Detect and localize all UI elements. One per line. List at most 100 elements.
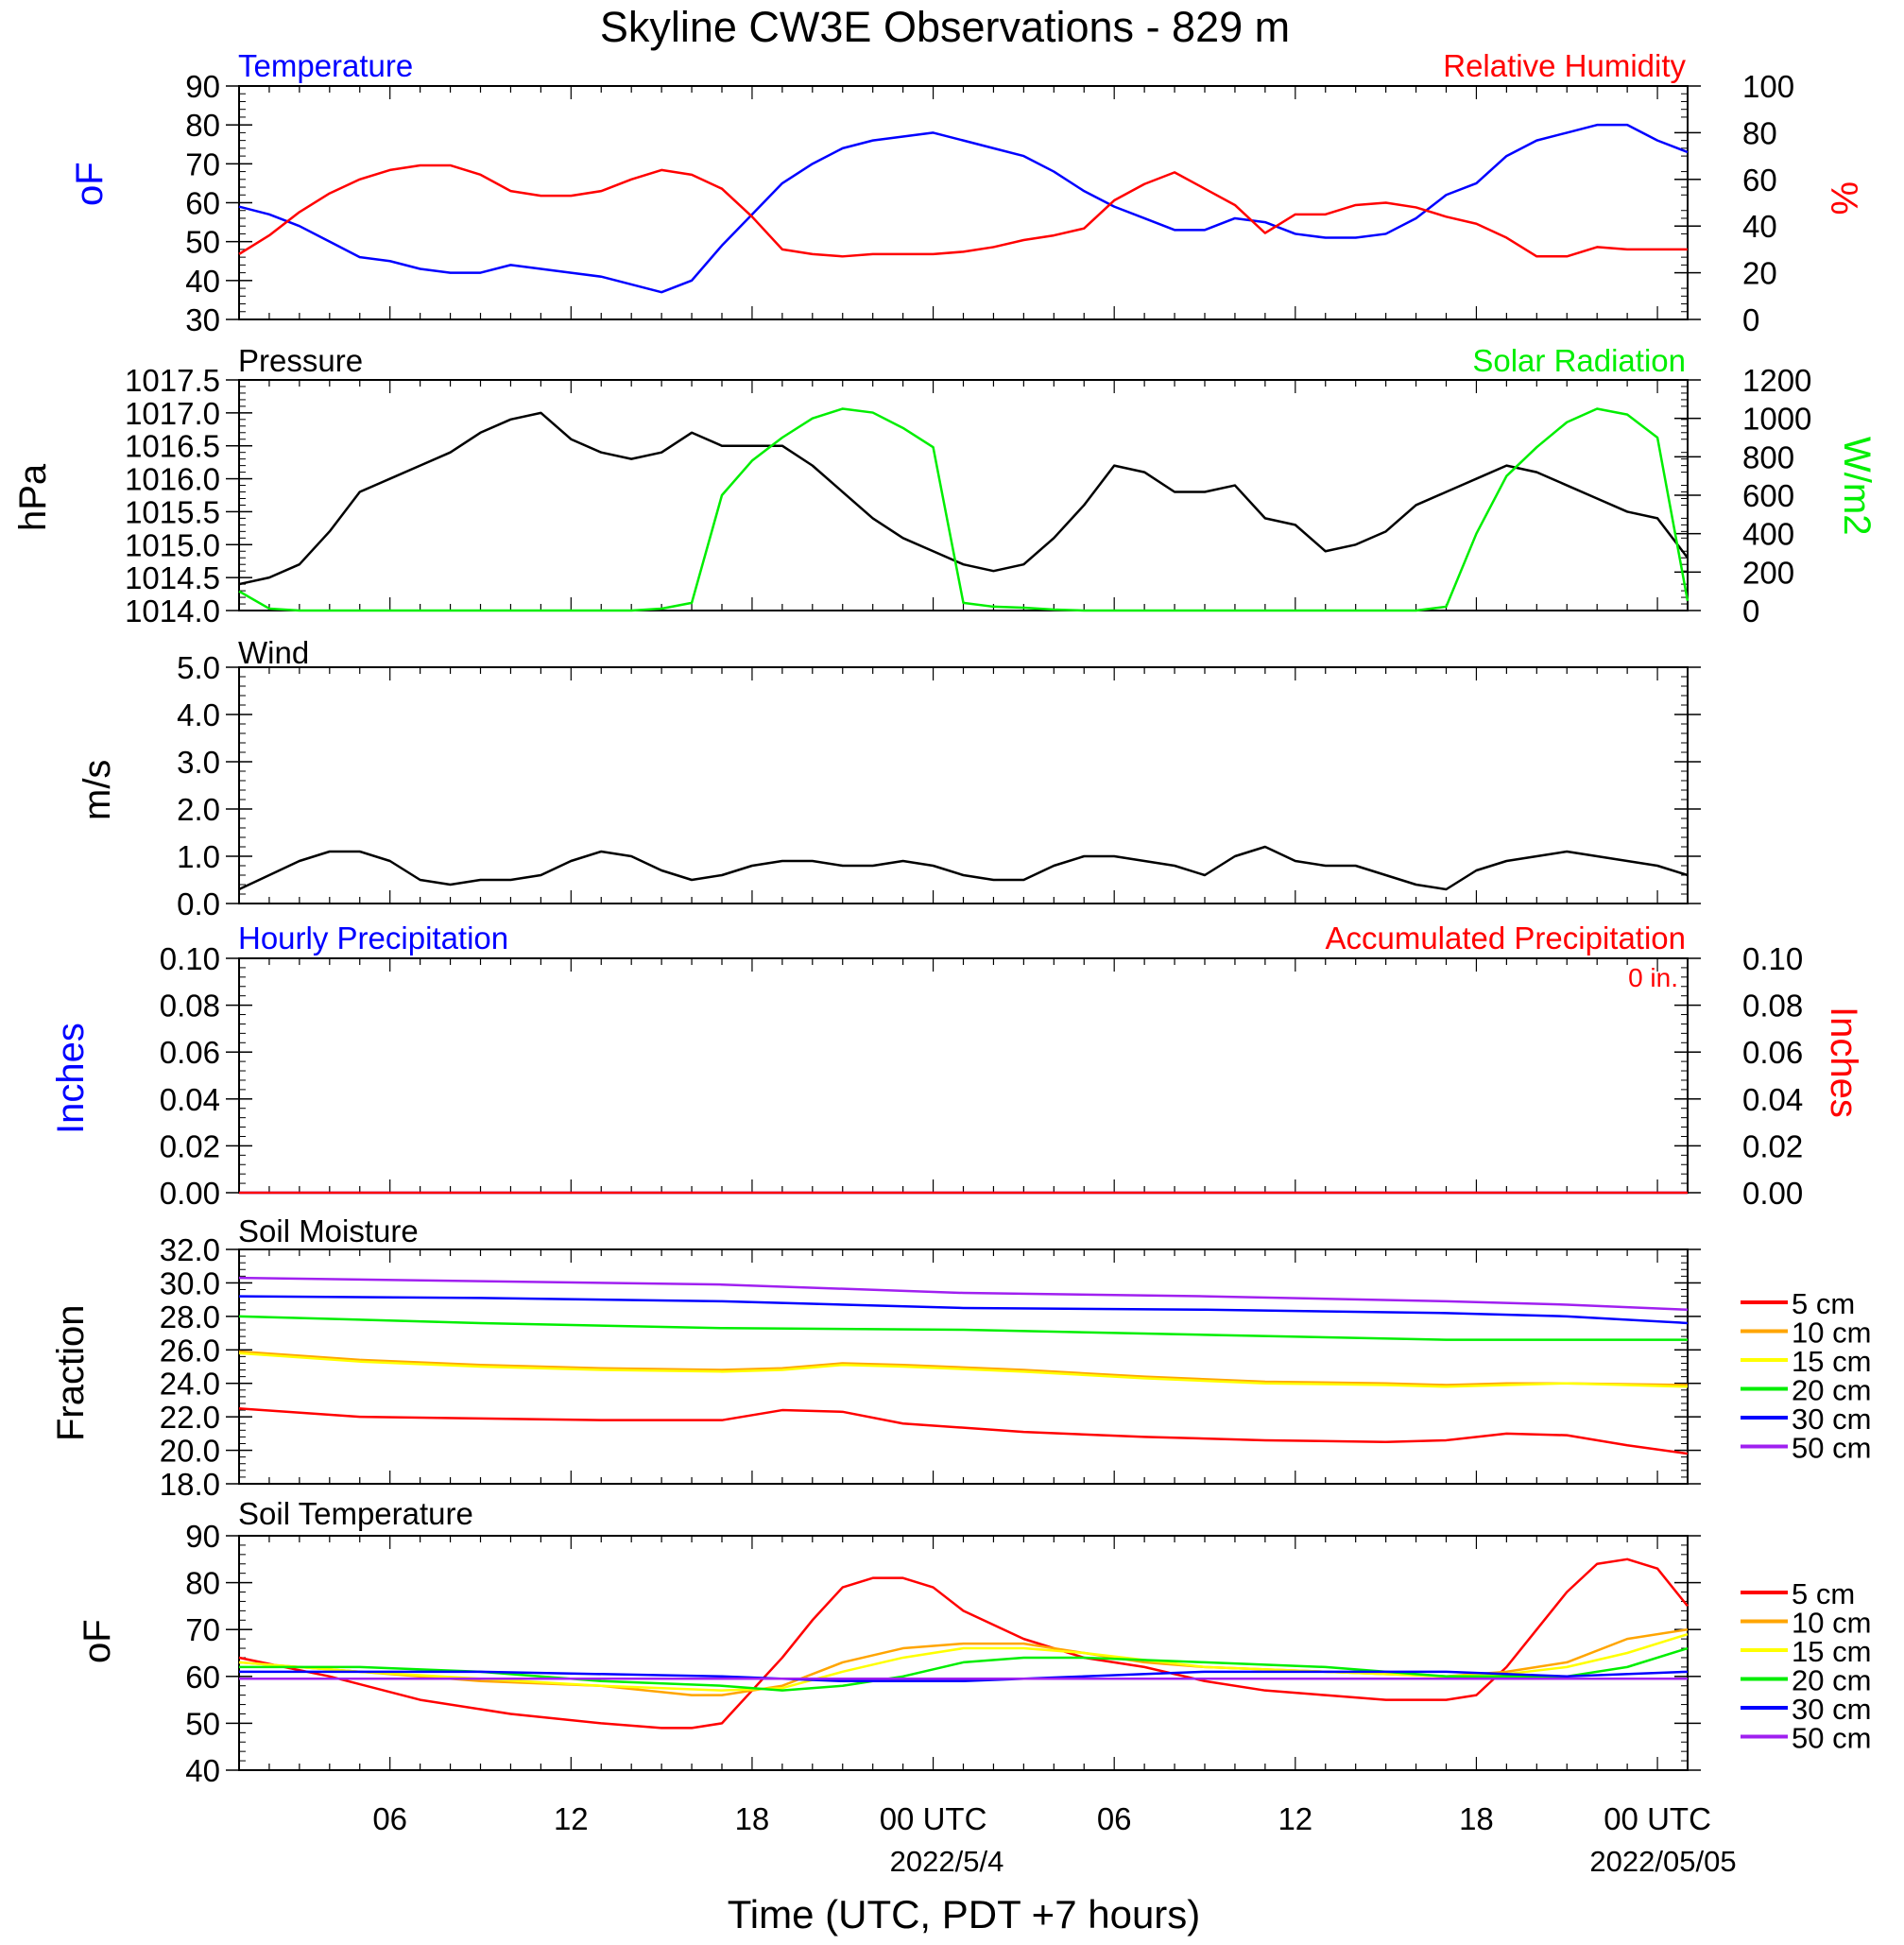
x-tick-label: 18 xyxy=(1459,1801,1494,1836)
axes-precip: 0.10 0.08 0.06 0.04 0.02 0.00 0.10 0.08 0.06 0.04… xyxy=(160,941,1803,1211)
legend-label: 15 cm xyxy=(1792,1345,1871,1378)
legend-label: 30 cm xyxy=(1792,1693,1871,1726)
axes-wind: 5.0 4.0 3.0 2.0 1.0 0.0 xyxy=(177,650,1701,921)
y-tick-label-left: 30.0 xyxy=(160,1265,220,1300)
y-tick-label-left: 40 xyxy=(185,1753,220,1788)
x-tick-label: 06 xyxy=(1097,1801,1132,1836)
y-tick-label-left: 24.0 xyxy=(160,1367,220,1402)
y-tick-label-left: 60 xyxy=(185,186,220,221)
y-tick-label-left: 70 xyxy=(185,1612,220,1647)
series-line-50-cm xyxy=(238,1276,1689,1312)
humidity-title: Relative Humidity xyxy=(1443,48,1686,83)
y-tick-label-right: 60 xyxy=(1742,163,1777,198)
temperature-title: Temperature xyxy=(238,48,413,83)
legend-label: 10 cm xyxy=(1792,1317,1871,1350)
y-tick-label-left: 1017.5 xyxy=(125,363,220,398)
y-tick-label-right: 100 xyxy=(1742,69,1794,104)
y-tick-label-left: 0.0 xyxy=(177,886,220,921)
y-tick-label-left: 4.0 xyxy=(177,697,220,732)
y-tick-label-left: 0.10 xyxy=(160,941,220,976)
x-axis-label: Time (UTC, PDT +7 hours) xyxy=(728,1892,1201,1936)
series-line-20-cm xyxy=(238,1315,1688,1341)
x-date-label-1: 2022/5/4 xyxy=(890,1845,1004,1878)
y-tick-label-right: 200 xyxy=(1742,555,1794,590)
figure-title: Skyline CW3E Observations - 829 m xyxy=(600,3,1290,51)
panel-soil-temp: Soil Temperature oF xyxy=(77,1496,473,1663)
y-tick-label-left: 3.0 xyxy=(177,745,220,780)
y-tick-label-left: 1017.0 xyxy=(125,396,220,431)
y-tick-label-right: 1000 xyxy=(1742,402,1811,437)
y-tick-label-left: 60 xyxy=(185,1660,220,1695)
axes-soil_moisture: 32.030.028.026.024.022.020.018.0 xyxy=(160,1232,1701,1502)
x-tick-label: 00 UTC xyxy=(1604,1801,1711,1836)
y-tick-label-right: 1200 xyxy=(1742,363,1811,398)
y-tick-label-left: 0.08 xyxy=(160,989,220,1024)
y-tick-label-left: 26.0 xyxy=(160,1333,220,1368)
axes-pressure_solar: 1017.51017.01016.51016.01015.51015.01014… xyxy=(125,363,1811,628)
y-tick-label-left: 0.02 xyxy=(160,1128,220,1163)
series-line-wind xyxy=(238,845,1689,891)
humidity-unit: % xyxy=(1823,181,1864,215)
y-tick-label-right: 40 xyxy=(1742,209,1777,244)
y-tick-label-left: 18.0 xyxy=(160,1467,220,1502)
legend-label: 5 cm xyxy=(1792,1287,1855,1320)
solar-title: Solar Radiation xyxy=(1472,343,1686,378)
legend-label: 5 cm xyxy=(1792,1577,1855,1610)
accum-precip-unit: Inches xyxy=(1823,1007,1864,1118)
legend-label: 30 cm xyxy=(1792,1403,1871,1436)
legend-label: 50 cm xyxy=(1792,1432,1871,1465)
x-tick-label: 12 xyxy=(554,1801,589,1836)
hourly-precip-unit: Inches xyxy=(50,1023,92,1134)
temperature-unit: oF xyxy=(69,162,111,206)
precip-total: 0 in. xyxy=(1628,963,1678,992)
y-tick-label-left: 1015.0 xyxy=(125,527,220,562)
y-tick-label-left: 1014.5 xyxy=(125,560,220,595)
x-tick-label: 06 xyxy=(372,1801,407,1836)
panel-soil-moisture: Soil Moisture Fraction xyxy=(50,1213,419,1441)
solar-unit: W/m2 xyxy=(1836,437,1878,535)
soil-moisture-unit: Fraction xyxy=(50,1305,92,1442)
wind-unit: m/s xyxy=(77,760,118,820)
y-tick-label-right: 0 xyxy=(1742,302,1759,337)
x-date-label-2: 2022/05/05 xyxy=(1589,1845,1736,1878)
soil-moisture-title: Soil Moisture xyxy=(238,1213,419,1248)
soil-temp-title: Soil Temperature xyxy=(238,1496,473,1531)
y-tick-label-left: 0.04 xyxy=(160,1082,220,1117)
panel-temp-rh: Temperature Relative Humidity oF % xyxy=(69,48,1864,215)
y-tick-label-left: 32.0 xyxy=(160,1232,220,1267)
series-line-5-cm xyxy=(238,1558,1689,1730)
y-tick-label-left: 90 xyxy=(185,1519,220,1554)
y-tick-label-left: 70 xyxy=(185,146,220,181)
panel-precip: Hourly Precipitation Accumulated Precipi… xyxy=(50,921,1864,1134)
y-tick-label-right: 0.00 xyxy=(1742,1176,1803,1211)
legend-label: 50 cm xyxy=(1792,1722,1871,1755)
y-tick-label-left: 0.00 xyxy=(160,1176,220,1211)
pressure-unit: hPa xyxy=(12,463,54,531)
y-tick-label-left: 28.0 xyxy=(160,1300,220,1334)
x-tick-label: 00 UTC xyxy=(880,1801,987,1836)
y-tick-label-left: 1016.5 xyxy=(125,429,220,464)
y-tick-label-right: 0.10 xyxy=(1742,941,1803,976)
y-tick-label-right: 0.06 xyxy=(1742,1035,1803,1070)
y-tick-label-left: 50 xyxy=(185,225,220,260)
y-tick-label-left: 80 xyxy=(185,108,220,143)
y-tick-label-left: 5.0 xyxy=(177,650,220,685)
y-tick-label-left: 1016.0 xyxy=(125,462,220,497)
x-tick-label: 18 xyxy=(735,1801,770,1836)
y-tick-label-left: 1.0 xyxy=(177,839,220,874)
y-tick-label-left: 1015.5 xyxy=(125,494,220,529)
y-tick-label-left: 90 xyxy=(185,69,220,104)
y-tick-label-left: 40 xyxy=(185,264,220,299)
panel-wind: Wind m/s xyxy=(77,635,309,820)
legend-label: 15 cm xyxy=(1792,1635,1871,1668)
series-line-pressure xyxy=(238,411,1689,586)
x-tick-label: 12 xyxy=(1278,1801,1312,1836)
y-tick-label-left: 2.0 xyxy=(177,792,220,827)
x-axis-labels: 2022/5/4 2022/05/05 Time (UTC, PDT +7 ho… xyxy=(728,1845,1737,1936)
accum-precip-title: Accumulated Precipitation xyxy=(1325,921,1686,955)
plot-layer: 908070605040301008060402001017.51017.010… xyxy=(125,69,1871,1836)
y-tick-label-left: 20.0 xyxy=(160,1434,220,1469)
pressure-title: Pressure xyxy=(238,343,363,378)
